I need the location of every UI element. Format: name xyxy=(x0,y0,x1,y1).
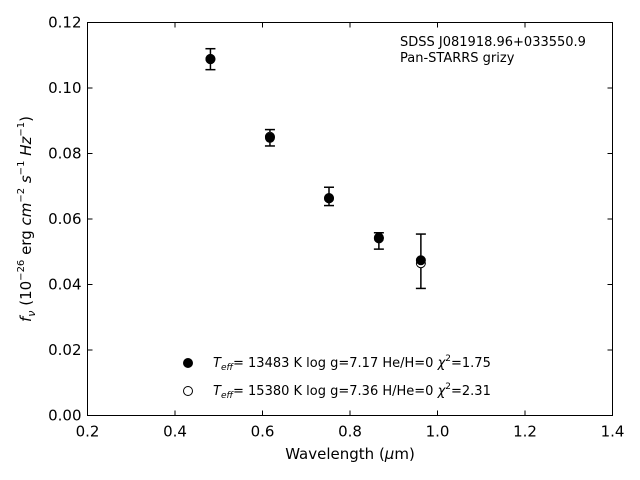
data-points xyxy=(205,53,426,269)
point-filled xyxy=(373,232,384,243)
point-filled xyxy=(324,193,334,204)
point-filled xyxy=(415,255,426,266)
annotation-object-name: SDSS J081918.96+033550.9 xyxy=(400,35,586,50)
y-tick-label: 0.04 xyxy=(48,276,81,294)
annotation-survey: Pan-STARRS grizy xyxy=(400,51,515,66)
legend-entry-1: Teff= 13483 K log g=7.17 He/H=0 χ2=1.75 xyxy=(213,354,491,373)
y-axis-ticks: 0.00 0.02 0.04 0.06 0.08 0.10 0.12 xyxy=(48,14,613,425)
x-tick-label: 1.0 xyxy=(426,423,450,441)
y-tick-label: 0.06 xyxy=(48,210,81,228)
legend-marker-filled xyxy=(183,358,193,368)
y-axis-title: fν (10−26 erg cm−2 s−1 Hz−1) xyxy=(16,116,38,322)
x-tick-label: 1.2 xyxy=(513,423,537,441)
y-tick-label: 0.00 xyxy=(48,407,81,425)
x-tick-label: 1.4 xyxy=(601,423,625,441)
x-tick-label: 0.6 xyxy=(251,423,275,441)
point-filled xyxy=(205,53,216,64)
x-tick-label: 0.8 xyxy=(338,423,362,441)
y-tick-label: 0.02 xyxy=(48,341,81,359)
x-axis-ticks: 0.2 0.4 0.6 0.8 1.0 1.2 1.4 xyxy=(76,22,625,441)
x-tick-label: 0.2 xyxy=(76,423,100,441)
y-tick-label: 0.12 xyxy=(48,14,81,32)
y-tick-label: 0.08 xyxy=(48,145,81,163)
error-bars xyxy=(205,47,426,290)
y-tick-label: 0.10 xyxy=(48,79,81,97)
x-tick-label: 0.4 xyxy=(163,423,187,441)
legend-marker-open xyxy=(183,386,193,396)
x-axis-title: Wavelength (μm) xyxy=(285,445,415,463)
point-filled xyxy=(264,132,275,143)
legend: Teff= 13483 K log g=7.17 He/H=0 χ2=1.75 … xyxy=(183,354,491,401)
legend-entry-2: Teff= 15380 K log g=7.36 H/He=0 χ2=2.31 xyxy=(213,382,491,401)
